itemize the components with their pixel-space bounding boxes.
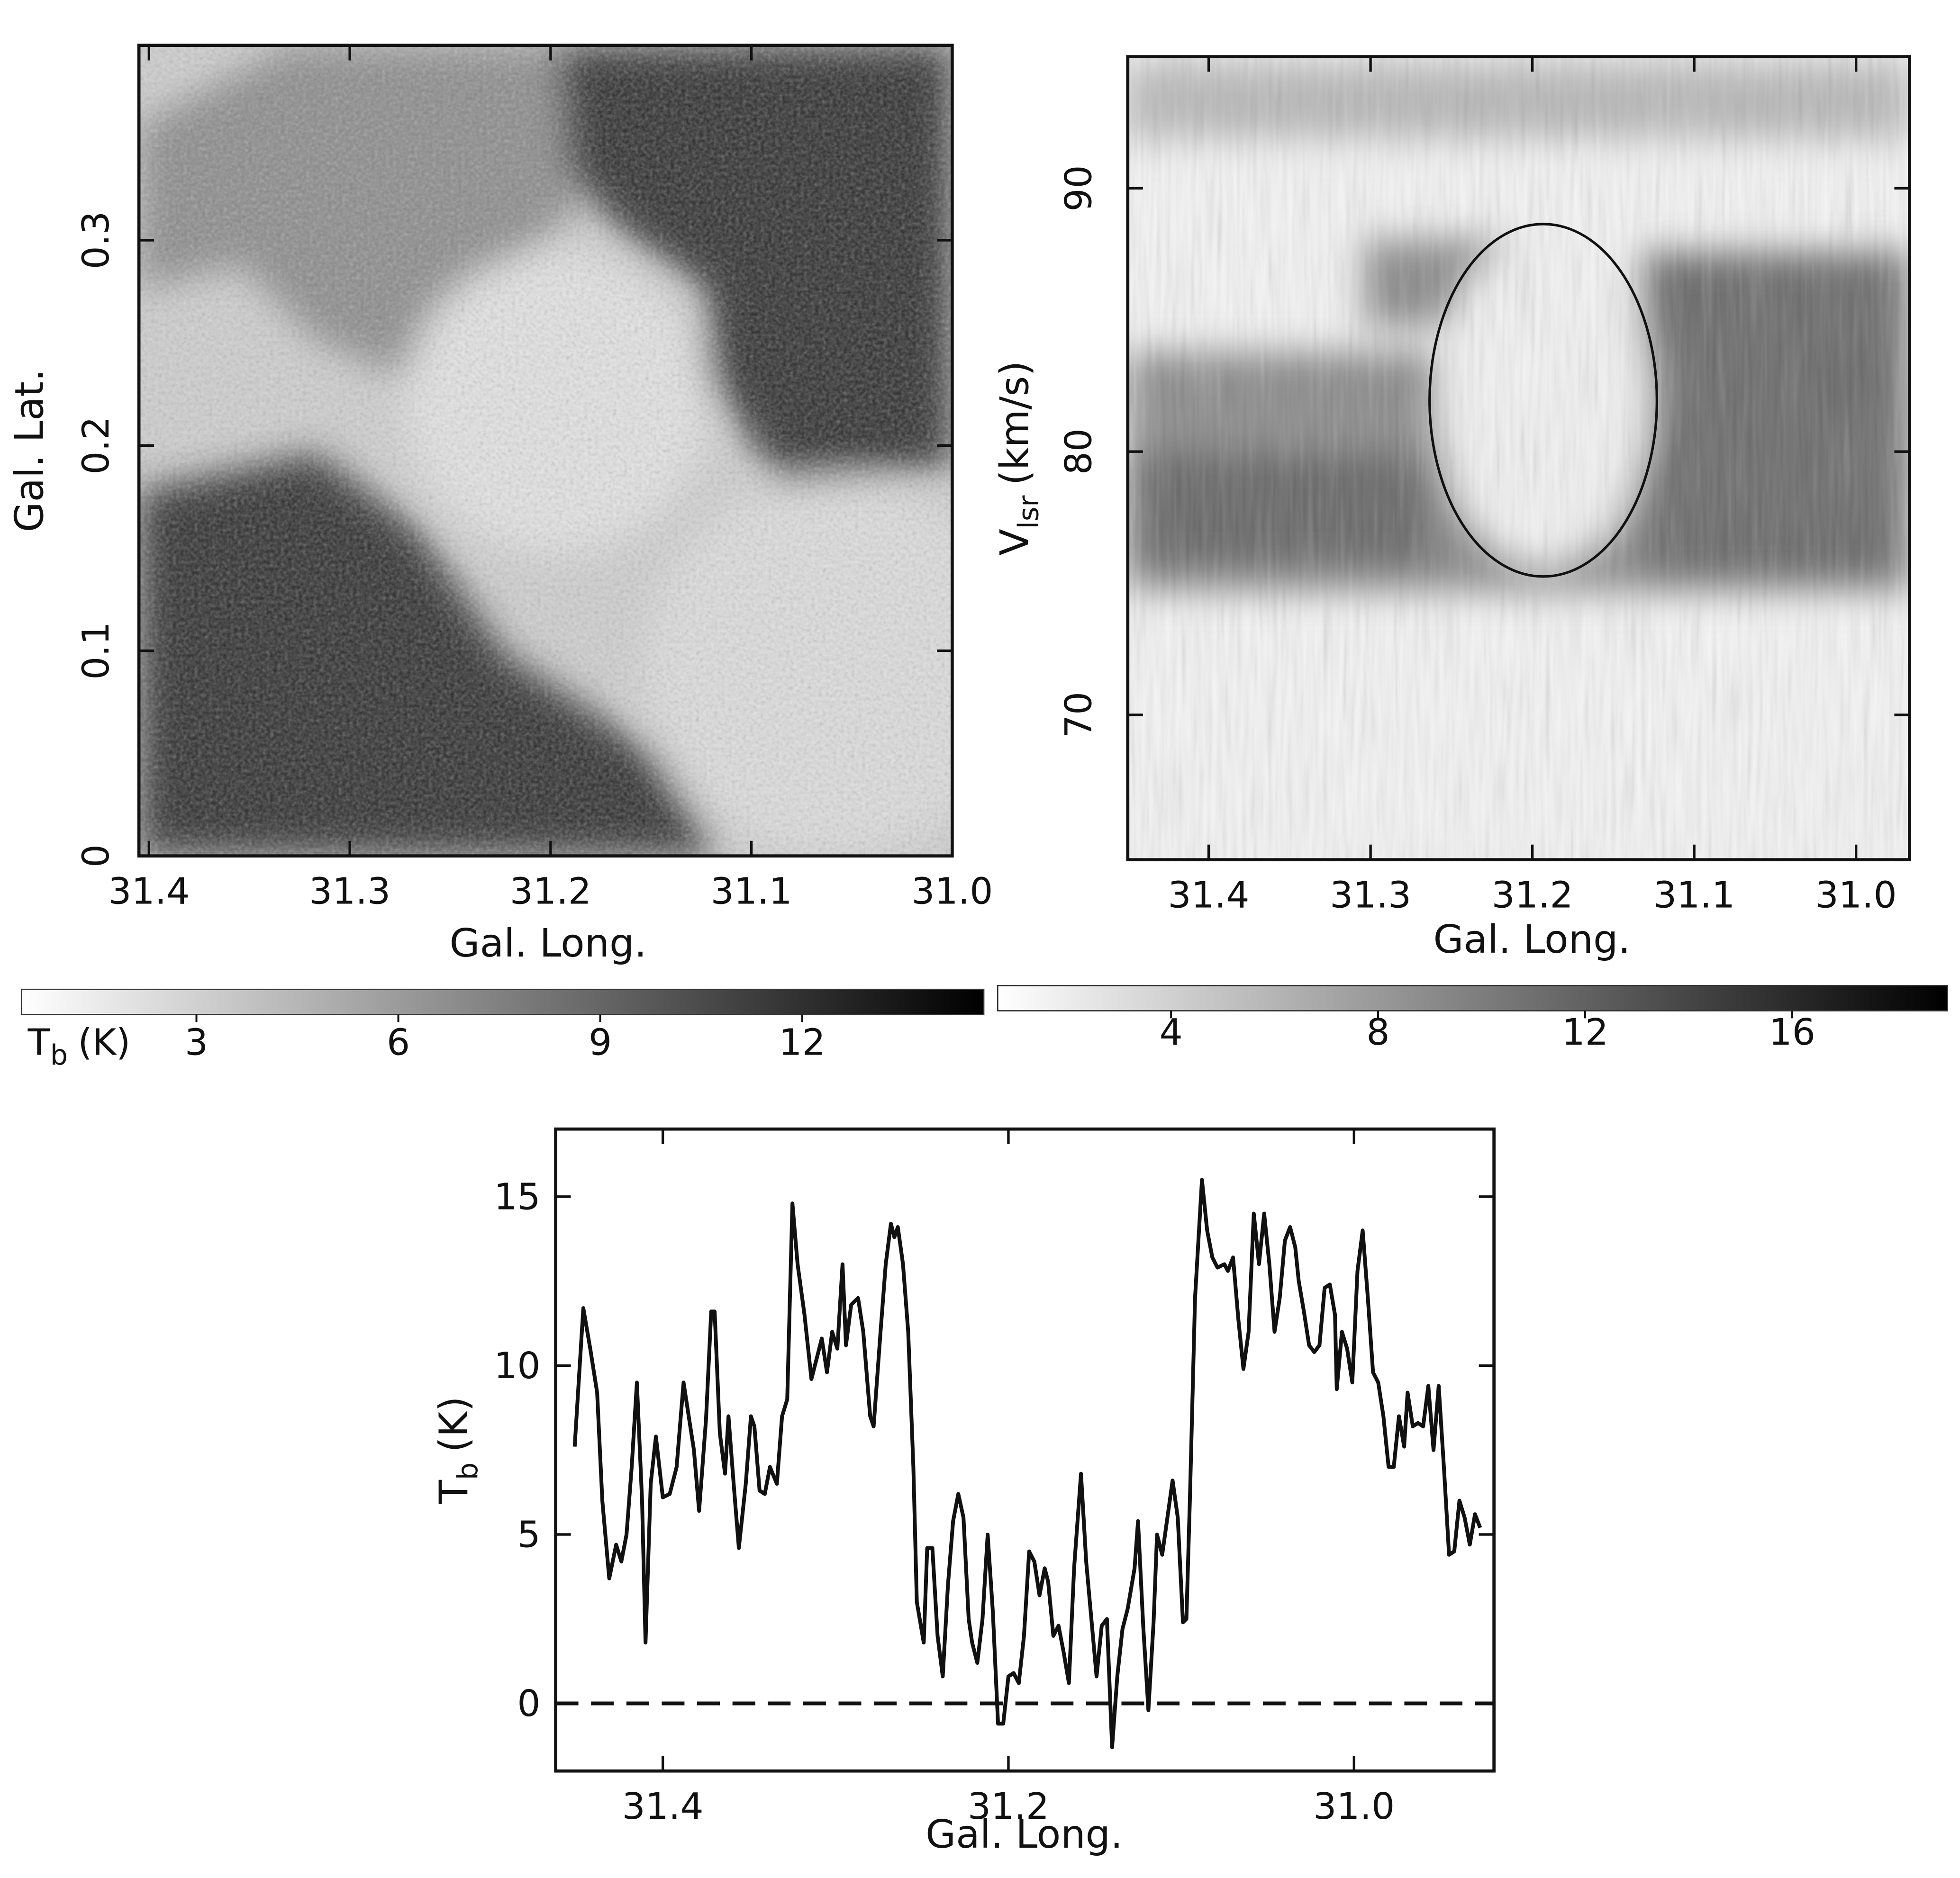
pv-noise xyxy=(1127,56,1910,860)
y-axis-label: Vlsr (km/s) xyxy=(992,361,1044,556)
y-tick-label: 15 xyxy=(494,1175,540,1218)
x-axis-label: Gal. Long. xyxy=(449,921,646,966)
colorbar-tick-label: 9 xyxy=(589,1021,612,1064)
y-tick-label: 90 xyxy=(1057,165,1100,211)
x-axis-label: Gal. Long. xyxy=(1433,917,1630,962)
pv-image xyxy=(1127,56,1910,860)
y-axis-label-sub: b xyxy=(452,1463,484,1480)
x-tick-label: 31.3 xyxy=(309,870,390,913)
x-tick-label: 31.3 xyxy=(1330,874,1411,917)
x-tick-label: 31.2 xyxy=(510,870,591,913)
y-axis-label: Gal. Lat. xyxy=(7,369,52,532)
cavity-outline xyxy=(1428,223,1659,578)
y-tick-label: 80 xyxy=(1057,428,1100,475)
plot-frame xyxy=(137,44,954,858)
y-tick-label: 0 xyxy=(75,844,118,867)
y-tick-label: 0.2 xyxy=(75,416,118,475)
y-tick-label: 0 xyxy=(517,1682,540,1725)
colorbar-label: Tb (K) xyxy=(27,1021,131,1072)
x-axis-label: Gal. Long. xyxy=(926,1812,1123,1857)
x-tick-label: 31.0 xyxy=(911,870,993,913)
colorbar-tick-label: 12 xyxy=(779,1021,825,1064)
x-tick-label: 31.1 xyxy=(711,870,792,913)
y-tick-label: 5 xyxy=(517,1514,540,1556)
y-tick-label: 0.3 xyxy=(75,211,118,270)
colorbar-tick-label: 16 xyxy=(1769,1011,1815,1054)
x-tick-label: 31.0 xyxy=(1313,1785,1395,1828)
colorbar-label-unit: (K) xyxy=(78,1021,130,1064)
y-axis-label-main: T xyxy=(431,1480,477,1504)
x-tick-label: 31.2 xyxy=(1492,874,1573,917)
plot-frame xyxy=(554,1127,1496,1773)
colorbar-tick-label: 6 xyxy=(387,1021,410,1064)
colorbar-tick-label: 12 xyxy=(1562,1011,1608,1054)
x-tick-label: 31.4 xyxy=(1168,874,1250,917)
colorbar-tick-label: 8 xyxy=(1366,1011,1389,1054)
x-tick-label: 31.0 xyxy=(1815,874,1897,917)
y-tick-label: 0.1 xyxy=(75,622,118,680)
map-noise xyxy=(139,45,953,856)
colorbar-tick-label: 4 xyxy=(1160,1011,1183,1054)
colorbar-label-main: T xyxy=(27,1021,51,1064)
line-series xyxy=(572,1178,1482,1750)
map-image xyxy=(139,45,953,856)
y-axis-label-sub: lsr xyxy=(1013,495,1045,529)
x-tick-label: 31.2 xyxy=(968,1785,1049,1828)
y-tick-label: 10 xyxy=(494,1345,540,1387)
colorbar-tick-label: 3 xyxy=(185,1021,208,1064)
y-axis-label-main: V xyxy=(992,529,1037,555)
y-axis-label: Tb (K) xyxy=(431,1396,484,1504)
colorbar xyxy=(997,984,1948,1011)
colorbar xyxy=(20,988,985,1015)
plot-frame xyxy=(1126,55,1911,861)
x-tick-label: 31.4 xyxy=(108,870,190,913)
x-tick-label: 31.1 xyxy=(1653,874,1735,917)
y-axis-label-unit: (K) xyxy=(431,1396,477,1452)
colorbar-label-sub: b xyxy=(50,1039,68,1072)
y-tick-label: 70 xyxy=(1057,692,1100,738)
y-axis-label-unit: (km/s) xyxy=(992,361,1037,486)
x-tick-label: 31.4 xyxy=(622,1785,704,1828)
